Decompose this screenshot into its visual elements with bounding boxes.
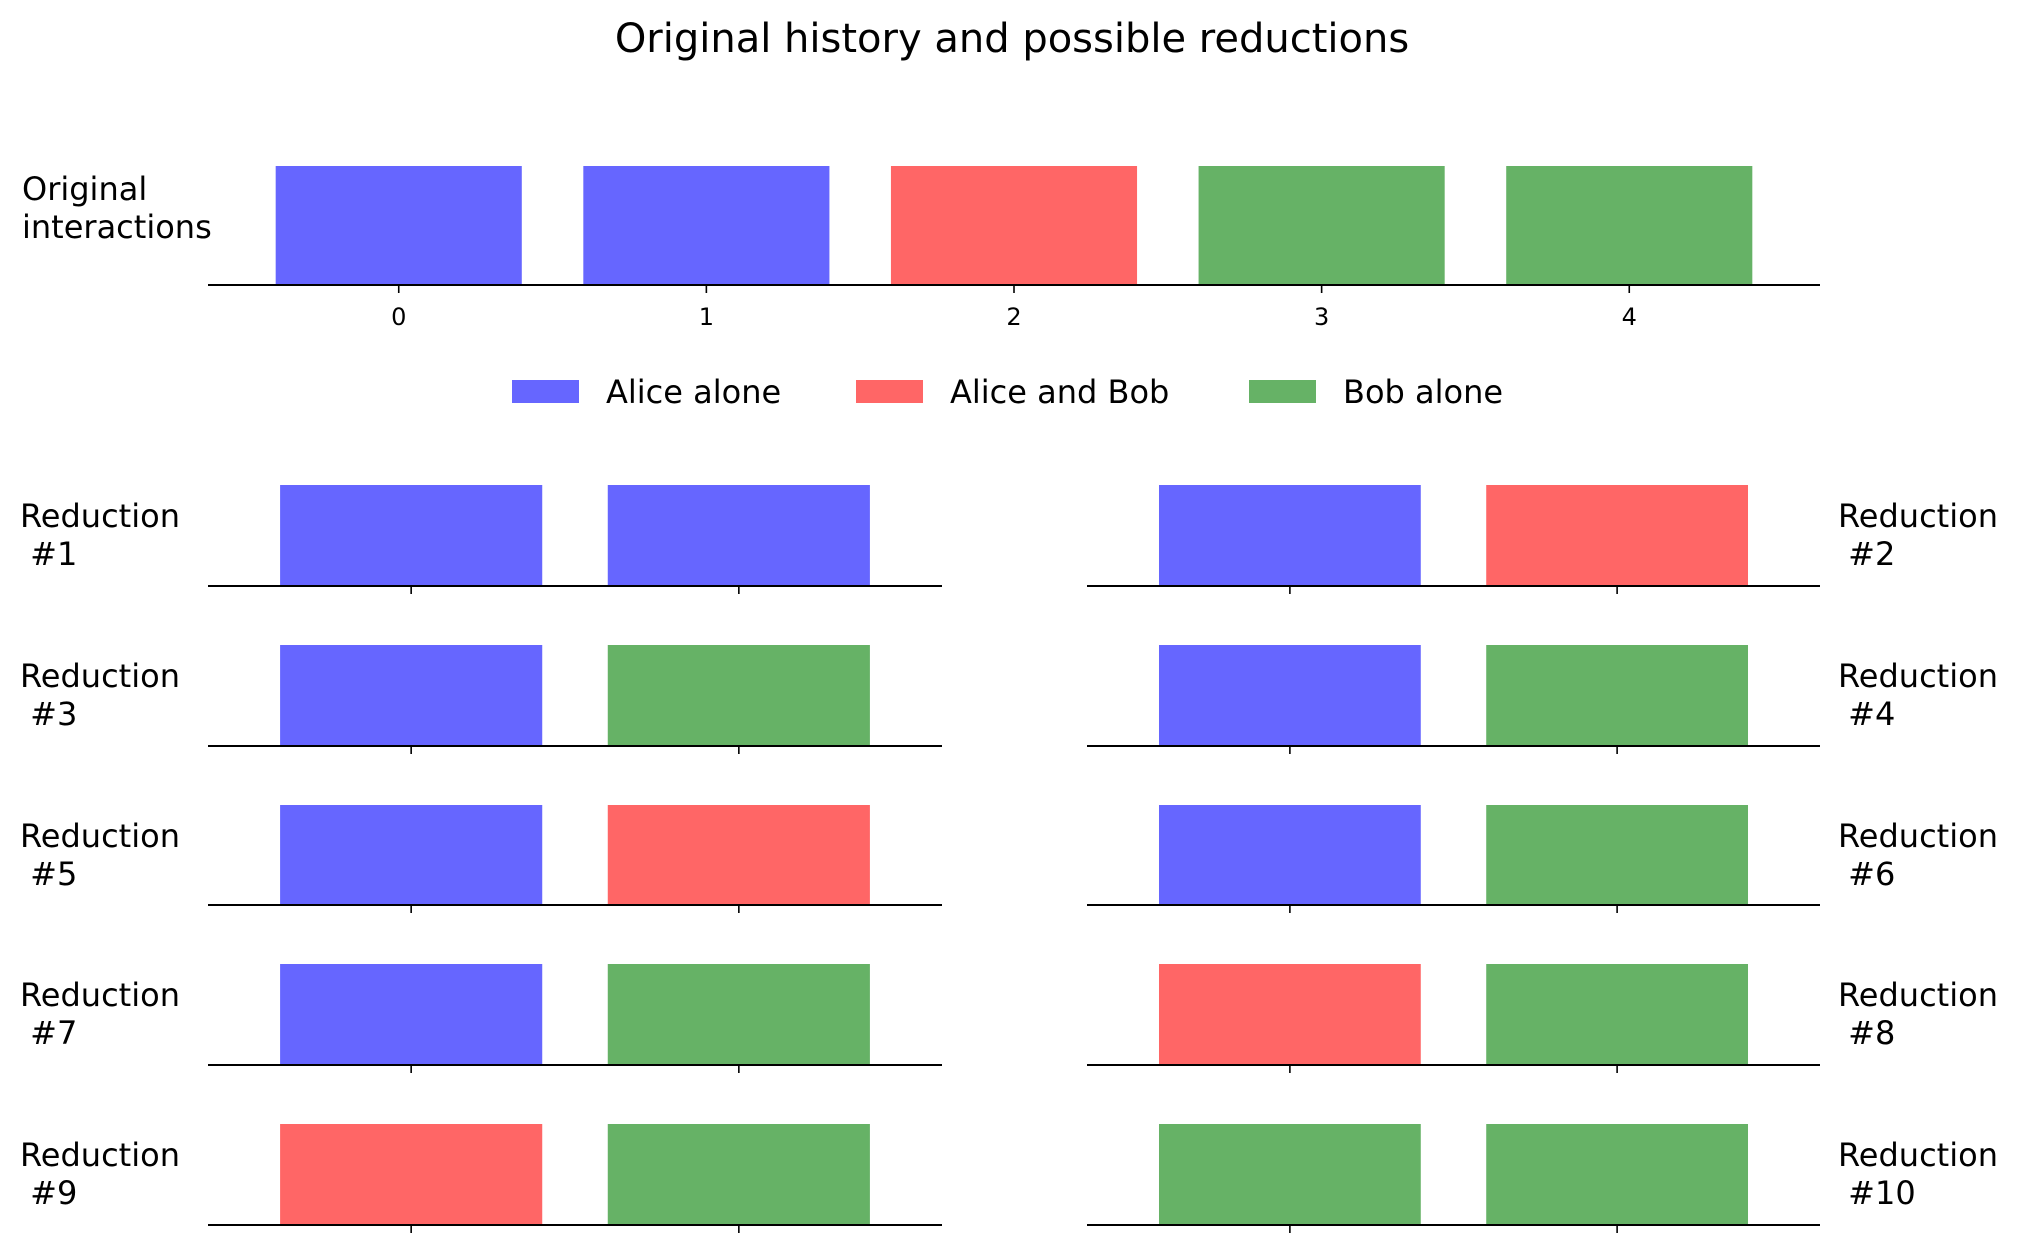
legend-swatch <box>512 380 579 403</box>
bar-alice-alone <box>280 485 543 586</box>
bar-bob-alone <box>607 645 870 746</box>
bar-alice-alone <box>1158 805 1421 905</box>
panel-reduction-8: Reduction #8 <box>1087 964 1998 1073</box>
panel-label: #7 <box>20 1014 77 1052</box>
panel-label: #4 <box>1838 695 1895 733</box>
panel-reduction-5: Reduction #5 <box>20 805 942 913</box>
panel-reduction-10: Reduction #10 <box>1087 1124 1998 1233</box>
bar-bob-alone <box>1486 645 1749 746</box>
panel-label: Reduction <box>20 1136 180 1174</box>
panel-label: Reduction <box>1838 976 1998 1014</box>
bar-bob-alone <box>607 1124 870 1225</box>
panel-label: #6 <box>1838 855 1895 893</box>
panel-label: Reduction <box>20 817 180 855</box>
bar-bob-alone <box>1198 166 1445 285</box>
panel-reduction-3: Reduction #3 <box>20 645 942 754</box>
legend-label: Bob alone <box>1343 373 1503 411</box>
panel-reduction-7: Reduction #7 <box>20 964 942 1073</box>
legend-swatch <box>1249 380 1316 403</box>
panel-label: Reduction <box>1838 657 1998 695</box>
bar-alice-alone <box>1158 485 1421 586</box>
x-tick-label: 1 <box>699 303 714 331</box>
bar-bob-alone <box>1486 805 1749 905</box>
panel-label: #2 <box>1838 535 1895 573</box>
legend-label: Alice and Bob <box>950 373 1169 411</box>
panel-label: Reduction <box>20 657 180 695</box>
bar-alice-alone <box>275 166 522 285</box>
panel-reduction-2: Reduction #2 <box>1087 485 1998 594</box>
panel-label: Reduction <box>20 976 180 1014</box>
panel-label: #10 <box>1838 1174 1916 1212</box>
bar-alice-alone <box>583 166 830 285</box>
panel-label: Reduction <box>20 497 180 535</box>
x-tick-label: 2 <box>1006 303 1021 331</box>
panel-label: Reduction <box>1838 817 1998 855</box>
bar-alice-and-bob <box>607 805 870 905</box>
panel-label: #3 <box>20 695 77 733</box>
legend-swatch <box>856 380 923 403</box>
panel-reduction-9: Reduction #9 <box>20 1124 942 1233</box>
x-tick-label: 0 <box>391 303 406 331</box>
bar-alice-alone <box>607 485 870 586</box>
panel-label: Reduction <box>1838 497 1998 535</box>
bar-alice-and-bob <box>1158 964 1421 1065</box>
panel-label: #9 <box>20 1174 77 1212</box>
bar-alice-and-bob <box>280 1124 543 1225</box>
panel-label: interactions <box>22 208 212 246</box>
panel-reduction-4: Reduction #4 <box>1087 645 1998 754</box>
panel-reduction-1: Reduction #1 <box>20 485 942 594</box>
bar-alice-alone <box>280 645 543 746</box>
bar-alice-alone <box>1158 645 1421 746</box>
bar-bob-alone <box>1486 964 1749 1065</box>
panel-label: #5 <box>20 855 77 893</box>
panel-label: Reduction <box>1838 1136 1998 1174</box>
panel-label: #1 <box>20 535 77 573</box>
legend: Alice alone Alice and Bob Bob alone <box>512 373 1503 411</box>
chart-title: Original history and possible reductions <box>615 16 1409 62</box>
bar-alice-alone <box>280 805 543 905</box>
panel-label: #8 <box>1838 1014 1895 1052</box>
bar-bob-alone <box>1506 166 1753 285</box>
bar-bob-alone <box>1486 1124 1749 1225</box>
bar-alice-and-bob <box>1486 485 1749 586</box>
panel-label: Original <box>22 170 147 208</box>
panel-reduction-6: Reduction #6 <box>1087 805 1998 913</box>
bar-alice-and-bob <box>890 166 1138 285</box>
x-tick-label: 3 <box>1314 303 1329 331</box>
x-tick-label: 4 <box>1622 303 1637 331</box>
legend-label: Alice alone <box>606 373 781 411</box>
bar-bob-alone <box>607 964 870 1065</box>
bar-alice-alone <box>280 964 543 1065</box>
bar-bob-alone <box>1158 1124 1421 1225</box>
